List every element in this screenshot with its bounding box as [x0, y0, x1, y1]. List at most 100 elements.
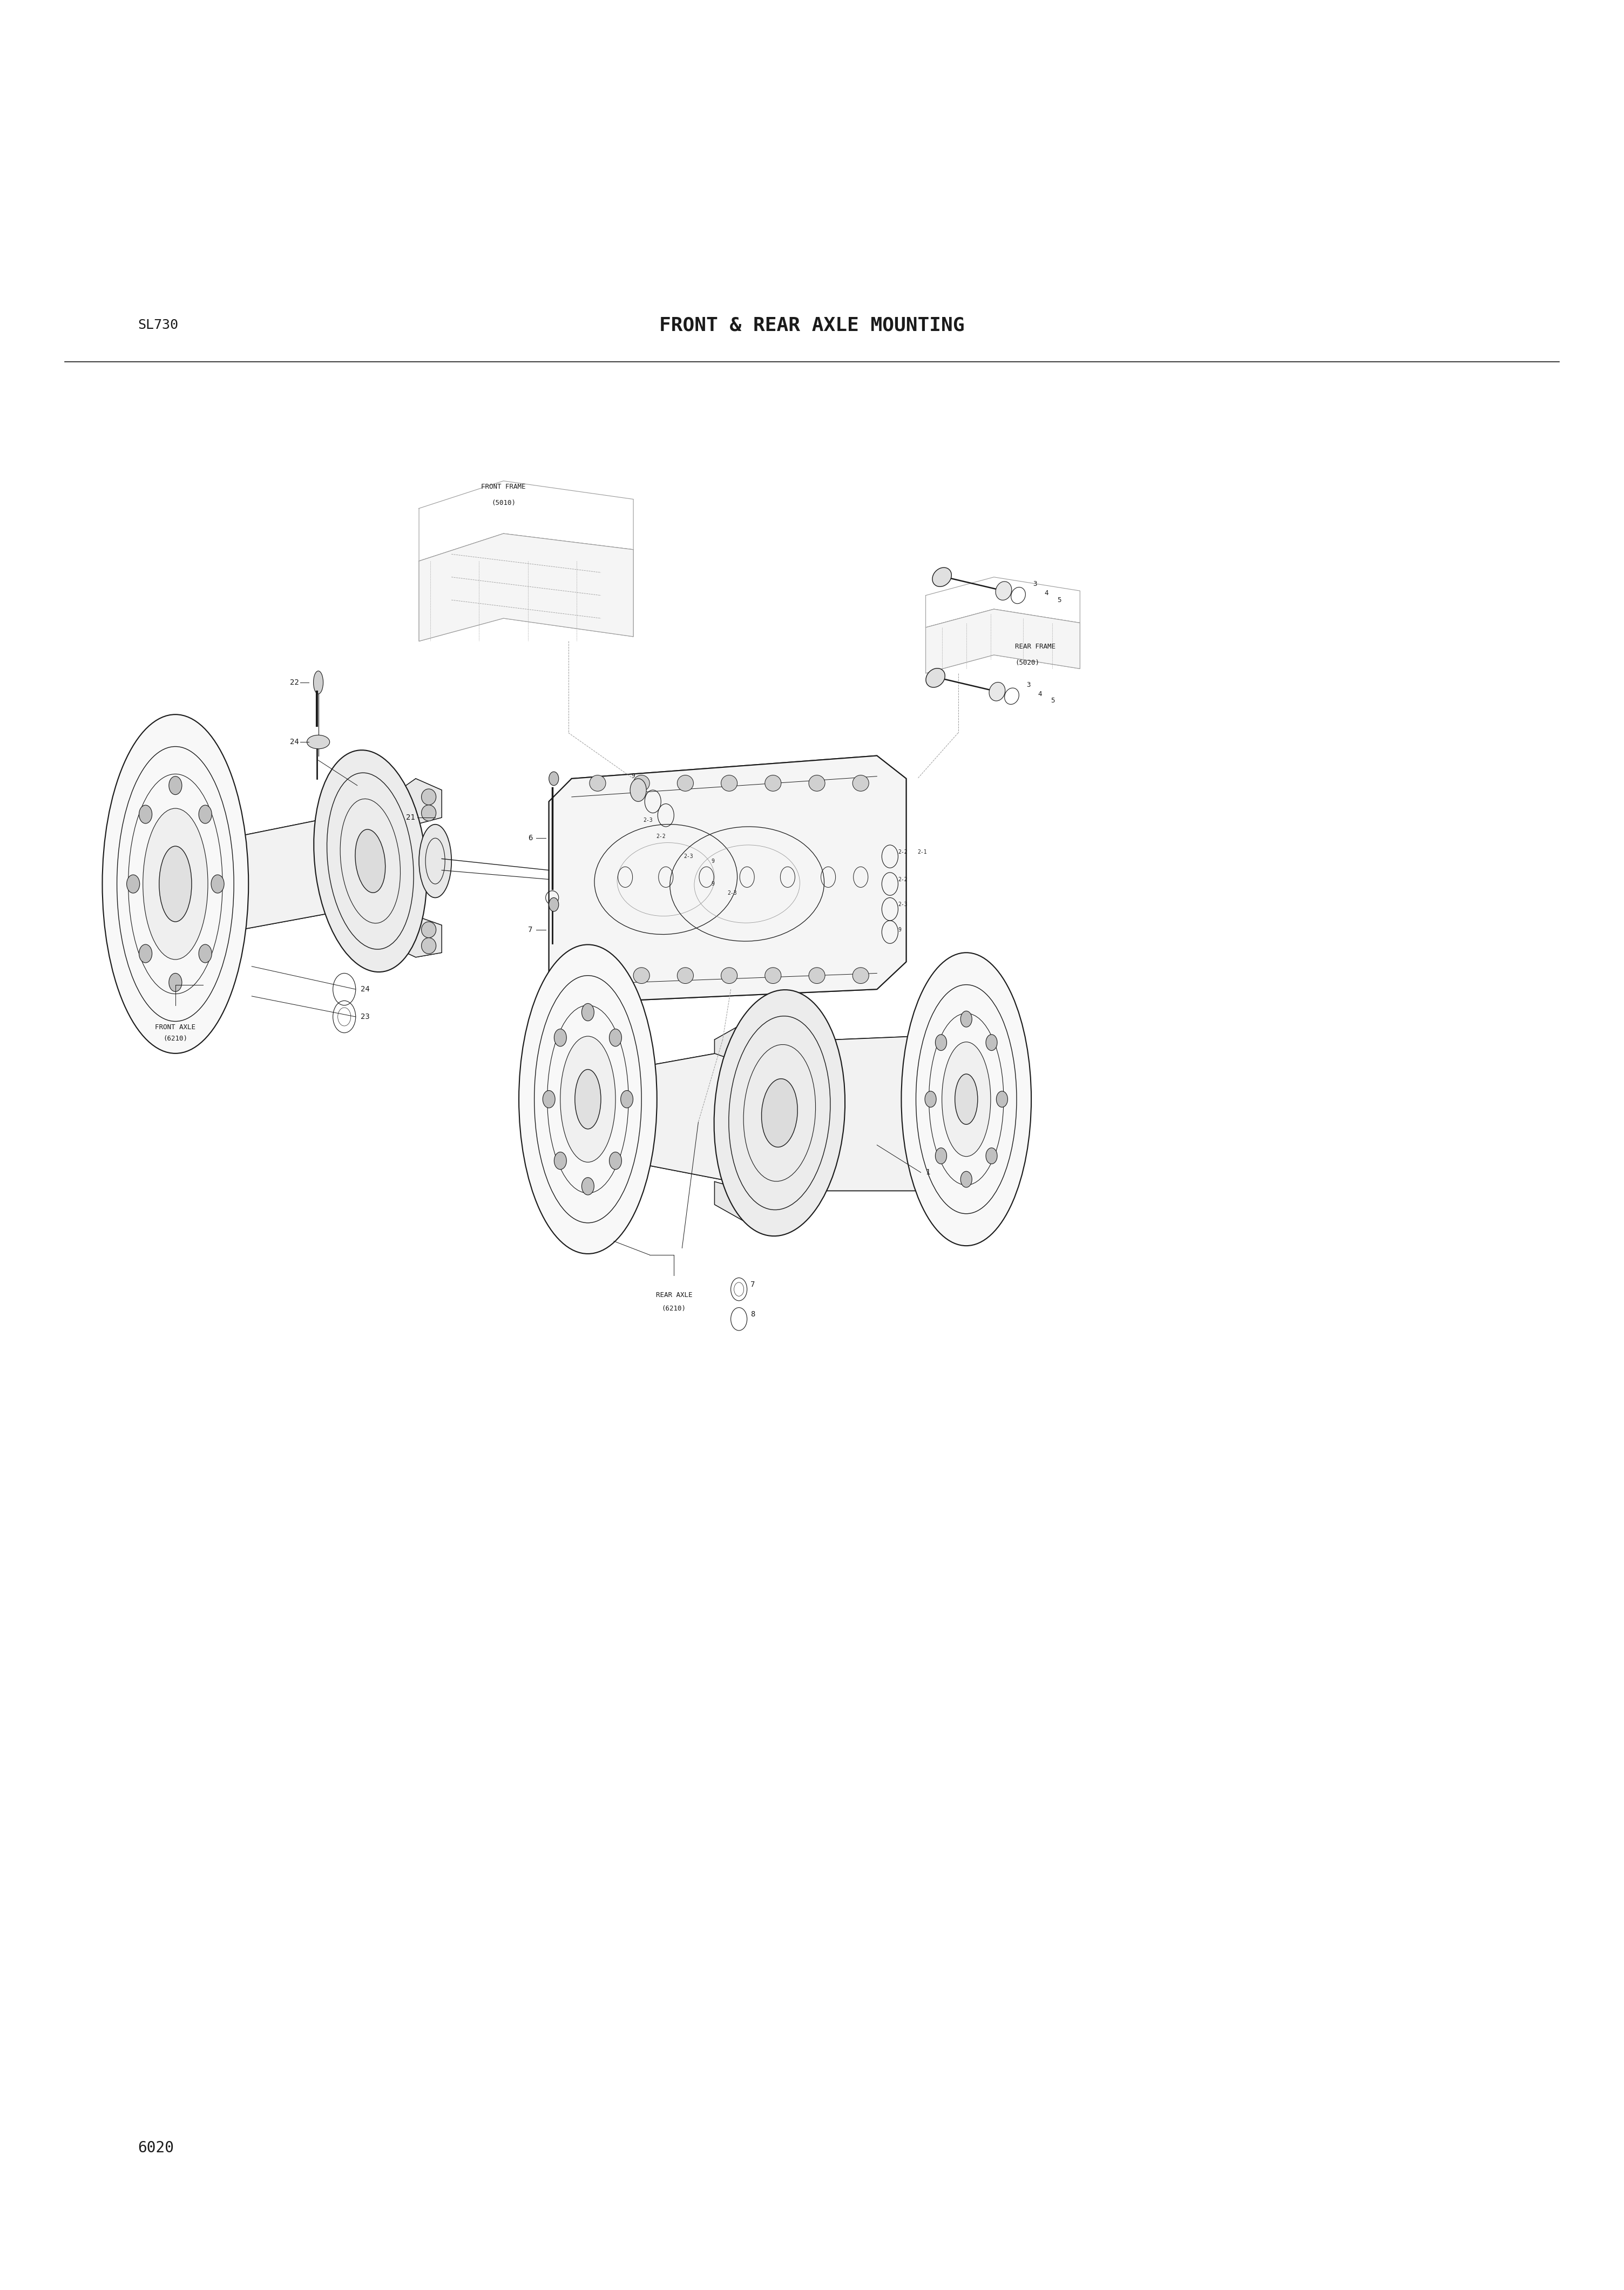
Ellipse shape	[942, 1042, 991, 1156]
Ellipse shape	[140, 806, 153, 824]
Text: 5: 5	[1051, 696, 1054, 705]
Text: 4: 4	[1038, 689, 1041, 698]
Ellipse shape	[554, 1152, 567, 1170]
Polygon shape	[419, 534, 633, 641]
Ellipse shape	[633, 774, 650, 792]
Ellipse shape	[419, 824, 451, 898]
Ellipse shape	[715, 989, 844, 1237]
Ellipse shape	[961, 1012, 971, 1026]
Ellipse shape	[765, 774, 781, 792]
Ellipse shape	[853, 966, 869, 985]
Ellipse shape	[762, 1079, 797, 1147]
Ellipse shape	[313, 751, 427, 971]
Ellipse shape	[996, 582, 1012, 600]
Ellipse shape	[542, 1090, 555, 1108]
Ellipse shape	[609, 1028, 622, 1047]
Ellipse shape	[211, 875, 224, 893]
Ellipse shape	[677, 966, 693, 985]
Text: 7: 7	[750, 1280, 755, 1289]
Ellipse shape	[590, 966, 606, 985]
Text: SL730: SL730	[138, 318, 179, 332]
Text: 2-3: 2-3	[643, 818, 653, 822]
Ellipse shape	[932, 568, 952, 586]
Text: 3: 3	[1033, 579, 1036, 589]
Text: 9: 9	[711, 882, 715, 886]
Text: FRONT & REAR AXLE MOUNTING: FRONT & REAR AXLE MOUNTING	[659, 316, 965, 334]
Ellipse shape	[901, 953, 1031, 1246]
Text: (6210): (6210)	[164, 1035, 187, 1042]
Ellipse shape	[169, 973, 182, 992]
Text: 24: 24	[361, 985, 370, 994]
Ellipse shape	[159, 845, 192, 923]
Ellipse shape	[102, 714, 248, 1053]
Ellipse shape	[809, 966, 825, 985]
Text: 7: 7	[528, 925, 533, 934]
Text: 4: 4	[1044, 589, 1047, 598]
Text: 2-3: 2-3	[684, 854, 693, 859]
Ellipse shape	[935, 1147, 947, 1163]
Text: 21: 21	[406, 813, 416, 822]
Text: 2-2: 2-2	[898, 850, 908, 854]
Text: 3: 3	[1026, 680, 1030, 689]
Text: 9: 9	[632, 774, 635, 779]
Ellipse shape	[307, 735, 330, 749]
Text: 9: 9	[711, 859, 715, 863]
Ellipse shape	[422, 788, 435, 804]
Text: 6020: 6020	[138, 2141, 174, 2155]
Ellipse shape	[630, 779, 646, 802]
Text: 1: 1	[926, 1168, 931, 1177]
Text: 2-2: 2-2	[656, 834, 666, 838]
Text: 2-1: 2-1	[918, 850, 927, 854]
Polygon shape	[377, 779, 442, 824]
Ellipse shape	[853, 774, 869, 792]
Ellipse shape	[935, 1035, 947, 1051]
Ellipse shape	[560, 1035, 615, 1161]
Text: 2-3: 2-3	[898, 902, 908, 907]
Text: FRONT AXLE: FRONT AXLE	[156, 1024, 195, 1030]
Ellipse shape	[549, 772, 559, 785]
Text: 5: 5	[1057, 595, 1060, 605]
Ellipse shape	[677, 774, 693, 792]
Text: (5020): (5020)	[1015, 660, 1039, 666]
Ellipse shape	[609, 1152, 622, 1170]
Text: 24: 24	[289, 737, 299, 747]
Text: 6: 6	[528, 834, 533, 843]
Ellipse shape	[986, 1147, 997, 1163]
Polygon shape	[715, 1021, 767, 1065]
Ellipse shape	[356, 829, 385, 893]
Ellipse shape	[169, 776, 182, 795]
Text: (6210): (6210)	[663, 1305, 685, 1312]
Ellipse shape	[633, 966, 650, 985]
Ellipse shape	[198, 806, 211, 824]
Polygon shape	[377, 902, 442, 957]
Text: (5010): (5010)	[492, 499, 515, 506]
Ellipse shape	[581, 1177, 594, 1195]
Text: FRONT FRAME: FRONT FRAME	[481, 483, 526, 490]
Ellipse shape	[575, 1069, 601, 1129]
Ellipse shape	[924, 1090, 935, 1106]
Polygon shape	[549, 756, 906, 1003]
Ellipse shape	[422, 804, 435, 820]
Ellipse shape	[549, 898, 559, 911]
Ellipse shape	[422, 921, 435, 939]
Ellipse shape	[961, 1172, 971, 1186]
Text: REAR AXLE: REAR AXLE	[656, 1292, 692, 1298]
Text: 23: 23	[361, 1012, 370, 1021]
Ellipse shape	[590, 774, 606, 792]
Ellipse shape	[721, 774, 737, 792]
Ellipse shape	[620, 1090, 633, 1108]
Text: 9: 9	[898, 927, 901, 932]
Ellipse shape	[926, 669, 945, 687]
Ellipse shape	[955, 1074, 978, 1124]
Polygon shape	[926, 609, 1080, 673]
Ellipse shape	[996, 1090, 1007, 1106]
Polygon shape	[240, 808, 403, 930]
Ellipse shape	[127, 875, 140, 893]
Ellipse shape	[765, 966, 781, 985]
Text: 8: 8	[750, 1310, 755, 1319]
Ellipse shape	[518, 943, 656, 1255]
Ellipse shape	[143, 808, 208, 960]
Ellipse shape	[422, 939, 435, 955]
Ellipse shape	[198, 943, 211, 962]
Text: REAR FRAME: REAR FRAME	[1015, 643, 1056, 650]
